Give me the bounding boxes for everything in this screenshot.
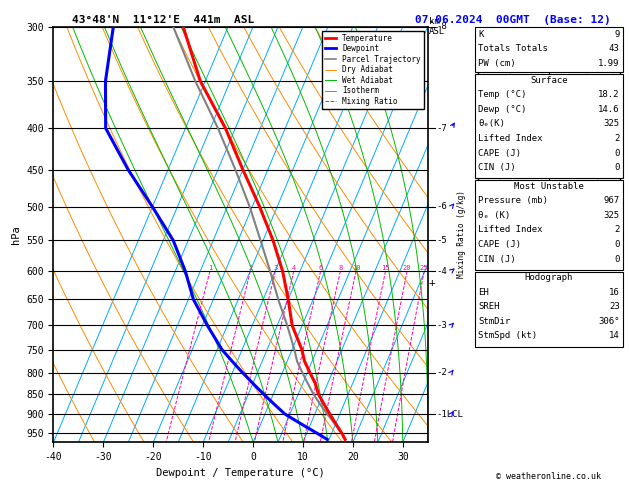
Text: Surface: Surface <box>530 76 567 85</box>
Text: 43: 43 <box>609 44 620 53</box>
Text: θₑ (K): θₑ (K) <box>478 211 510 220</box>
Legend: Temperature, Dewpoint, Parcel Trajectory, Dry Adiabat, Wet Adiabat, Isotherm, Mi: Temperature, Dewpoint, Parcel Trajectory… <box>321 31 424 109</box>
Text: Hodograph: Hodograph <box>525 273 573 282</box>
Text: 14.6: 14.6 <box>598 105 620 114</box>
Text: -2: -2 <box>437 368 447 377</box>
Text: θₑ(K): θₑ(K) <box>478 120 505 128</box>
Text: 0: 0 <box>614 149 620 157</box>
Text: -6: -6 <box>437 202 447 211</box>
Text: -1LCL: -1LCL <box>437 410 463 418</box>
Text: 16: 16 <box>609 288 620 296</box>
Text: CIN (J): CIN (J) <box>478 255 516 263</box>
Text: Lifted Index: Lifted Index <box>478 134 543 143</box>
Text: Totals Totals: Totals Totals <box>478 44 548 53</box>
Text: Pressure (mb): Pressure (mb) <box>478 196 548 205</box>
Text: 2: 2 <box>614 226 620 234</box>
Text: 2: 2 <box>248 265 252 271</box>
Text: -7: -7 <box>437 123 447 133</box>
Text: 1.99: 1.99 <box>598 59 620 68</box>
Text: -5: -5 <box>437 236 447 245</box>
Text: 3: 3 <box>273 265 277 271</box>
Text: Most Unstable: Most Unstable <box>514 182 584 191</box>
Text: © weatheronline.co.uk: © weatheronline.co.uk <box>496 472 601 481</box>
Text: Mixing Ratio (g/kg): Mixing Ratio (g/kg) <box>457 191 466 278</box>
Text: 1: 1 <box>208 265 212 271</box>
Text: EH: EH <box>478 288 489 296</box>
Text: 325: 325 <box>603 211 620 220</box>
Text: 07.06.2024  00GMT  (Base: 12): 07.06.2024 00GMT (Base: 12) <box>415 15 611 25</box>
Text: Lifted Index: Lifted Index <box>478 226 543 234</box>
Text: 14: 14 <box>609 331 620 340</box>
Text: 0: 0 <box>614 255 620 263</box>
Text: 20: 20 <box>403 265 411 271</box>
Text: 25: 25 <box>420 265 428 271</box>
Text: CIN (J): CIN (J) <box>478 163 516 172</box>
Text: 306°: 306° <box>598 317 620 326</box>
Text: 0: 0 <box>614 163 620 172</box>
Text: -4: -4 <box>437 267 447 276</box>
Text: 18.2: 18.2 <box>598 90 620 99</box>
Text: +: + <box>429 278 435 288</box>
Text: 10: 10 <box>352 265 360 271</box>
Text: 0: 0 <box>614 240 620 249</box>
Text: K: K <box>478 30 484 38</box>
Text: kt: kt <box>478 38 489 47</box>
Text: Temp (°C): Temp (°C) <box>478 90 526 99</box>
Text: CAPE (J): CAPE (J) <box>478 149 521 157</box>
Text: 8: 8 <box>338 265 342 271</box>
Text: 9: 9 <box>614 30 620 38</box>
Text: 325: 325 <box>603 120 620 128</box>
Text: SREH: SREH <box>478 302 499 311</box>
Text: 2: 2 <box>614 134 620 143</box>
X-axis label: Dewpoint / Temperature (°C): Dewpoint / Temperature (°C) <box>156 468 325 478</box>
Text: 23: 23 <box>609 302 620 311</box>
Text: 967: 967 <box>603 196 620 205</box>
Text: 4: 4 <box>292 265 296 271</box>
Text: CAPE (J): CAPE (J) <box>478 240 521 249</box>
Text: Dewp (°C): Dewp (°C) <box>478 105 526 114</box>
Text: StmSpd (kt): StmSpd (kt) <box>478 331 537 340</box>
Text: -3: -3 <box>437 321 447 330</box>
Text: 43°48'N  11°12'E  441m  ASL: 43°48'N 11°12'E 441m ASL <box>72 15 255 25</box>
Text: 15: 15 <box>381 265 390 271</box>
Text: -8: -8 <box>437 22 447 31</box>
Text: StmDir: StmDir <box>478 317 510 326</box>
Text: 6: 6 <box>318 265 323 271</box>
Text: PW (cm): PW (cm) <box>478 59 516 68</box>
Text: km
ASL: km ASL <box>429 17 445 35</box>
Y-axis label: hPa: hPa <box>11 225 21 244</box>
